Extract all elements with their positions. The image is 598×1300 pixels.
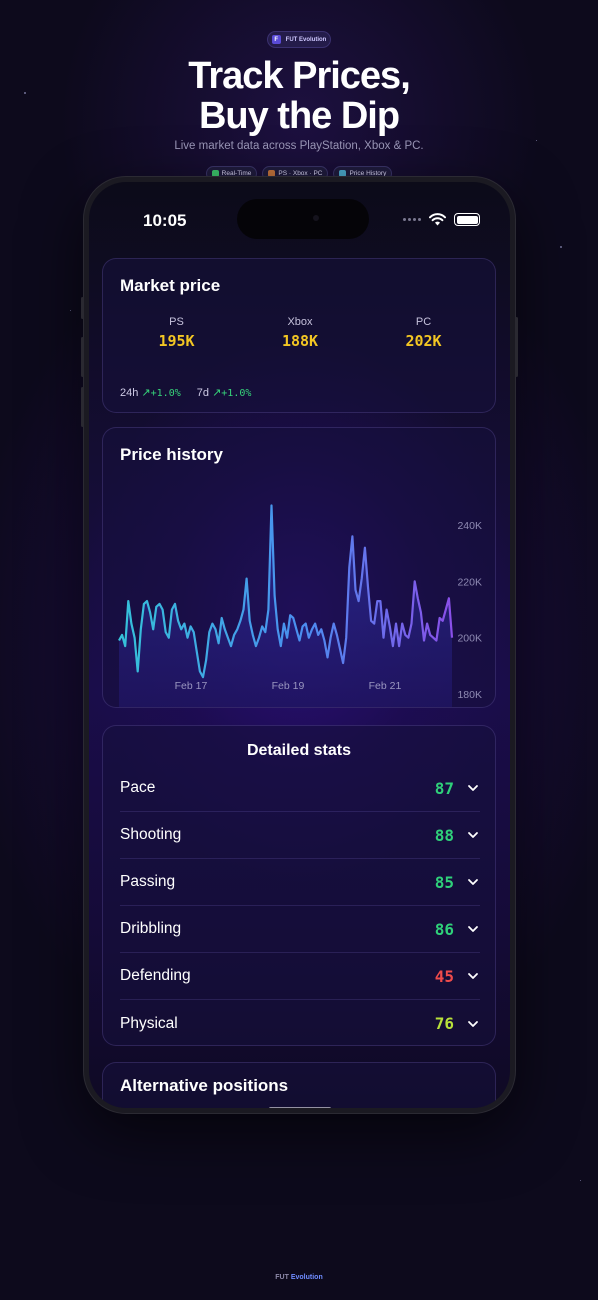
phone-screen: 10:05 Market price PS 195K Xbox 188K xyxy=(89,182,510,1108)
platform-value: 195K xyxy=(158,332,195,350)
platform-price-pc: PC 202K xyxy=(362,316,485,350)
x-tick-label: Feb 17 xyxy=(175,680,208,692)
stat-row-passing[interactable]: Passing 85 xyxy=(120,859,480,906)
stat-value: 76 xyxy=(434,1014,454,1033)
phone-side-button xyxy=(81,297,84,319)
market-price-card: Market price PS 195K Xbox 188K PC 202K 2… xyxy=(102,258,496,413)
y-tick-label: 220K xyxy=(457,576,482,588)
hero-subtitle: Live market data across PlayStation, Xbo… xyxy=(174,140,424,152)
status-time: 10:05 xyxy=(143,211,187,230)
footer-brand-part-2: Evolution xyxy=(290,1274,323,1281)
stat-name: Shooting xyxy=(120,826,182,843)
trend-up-icon: ↗ xyxy=(212,387,222,399)
platform-label: PS xyxy=(169,316,184,328)
detailed-stats-title: Detailed stats xyxy=(246,742,352,759)
chip-label: Price History xyxy=(349,170,387,177)
chevron-down-icon[interactable] xyxy=(466,1017,480,1031)
camera-dot xyxy=(313,215,319,221)
y-tick-label: 180K xyxy=(457,689,482,701)
change-24h: 24h ↗+1.0% xyxy=(120,386,181,399)
chip-label: PS · Xbox · PC xyxy=(278,170,323,177)
hero-title: Track Prices, Buy the Dip xyxy=(0,56,598,136)
background-star xyxy=(560,246,562,248)
platform-price-ps: PS 195K xyxy=(115,316,238,350)
change-7d: 7d ↗+1.0% xyxy=(197,386,252,399)
stat-name: Physical xyxy=(120,1014,178,1032)
stat-value: 87 xyxy=(434,778,454,798)
platform-prices: PS 195K Xbox 188K PC 202K xyxy=(115,316,485,350)
hero-title-line-2: Buy the Dip xyxy=(198,95,400,137)
price-line xyxy=(118,504,454,679)
brand-badge-label: FUT Evolution xyxy=(285,36,327,43)
phone-side-button xyxy=(81,387,84,427)
phone-frame: 10:05 Market price PS 195K Xbox 188K xyxy=(81,177,518,1113)
check-icon xyxy=(211,170,219,177)
stats-list: Pace 87 Shooting 88 Passing 85 Dribbling xyxy=(120,765,480,1047)
stat-name: Passing xyxy=(120,873,176,890)
stat-row-pace[interactable]: Pace 87 xyxy=(120,765,480,812)
dynamic-island xyxy=(237,199,369,239)
change-7d-value: +1.0% xyxy=(221,388,252,399)
wifi-icon xyxy=(429,213,446,226)
change-7d-label: 7d xyxy=(196,387,209,399)
market-price-title: Market price xyxy=(120,276,221,295)
platform-value: 202K xyxy=(405,332,442,350)
alternative-positions-card[interactable]: Alternative positions xyxy=(102,1062,496,1108)
home-indicator[interactable] xyxy=(269,1107,331,1108)
stat-name: Dribbling xyxy=(120,920,182,937)
stat-row-physical[interactable]: Physical 76 xyxy=(120,1000,480,1047)
y-tick-label: 240K xyxy=(457,520,482,532)
price-changes: 24h ↗+1.0% 7d ↗+1.0% xyxy=(120,386,251,399)
stat-name: Pace xyxy=(120,779,156,796)
platform-value: 188K xyxy=(281,332,319,350)
phone-side-button xyxy=(515,317,518,377)
platform-price-xbox: Xbox 188K xyxy=(239,316,362,350)
change-24h-label: 24h xyxy=(120,387,139,399)
phone-side-button xyxy=(81,337,84,377)
background-star xyxy=(536,140,537,141)
hero-title-line-1: Track Prices, xyxy=(188,55,411,97)
chip-label: Real-Time xyxy=(221,170,252,177)
chevron-down-icon[interactable] xyxy=(466,969,480,983)
background-star xyxy=(24,92,26,94)
footer-brand: FUT Evolution xyxy=(0,1274,598,1281)
price-area xyxy=(119,505,452,707)
price-history-chart[interactable]: 240K 220K 200K 180K Feb 17 Feb 19 Feb 21 xyxy=(103,428,496,708)
change-24h-value: +1.0% xyxy=(150,388,181,399)
gamepad-icon xyxy=(268,170,276,177)
alternative-positions-title: Alternative positions xyxy=(120,1076,289,1095)
chevron-down-icon[interactable] xyxy=(466,781,480,795)
platform-label: PC xyxy=(415,316,432,328)
stat-value: 86 xyxy=(434,919,454,939)
stat-value: 88 xyxy=(434,825,454,845)
background-star xyxy=(70,310,71,311)
detailed-stats-card: Detailed stats Pace 87 Shooting 88 Passi… xyxy=(102,725,496,1046)
price-history-card: 240K 220K 200K 180K Feb 17 Feb 19 Feb 21 Pric… xyxy=(102,427,496,708)
stat-value: 45 xyxy=(434,966,454,986)
background-star xyxy=(580,1180,581,1181)
chevron-down-icon[interactable] xyxy=(466,828,480,842)
battery-icon xyxy=(454,213,480,226)
footer-brand-part-1: FUT xyxy=(275,1274,289,1281)
x-tick-label: Feb 19 xyxy=(272,680,305,692)
brand-badge: F FUT Evolution xyxy=(267,31,331,48)
chevron-down-icon[interactable] xyxy=(466,875,480,889)
brand-logo-icon: F xyxy=(271,35,281,44)
chart-icon xyxy=(339,170,347,177)
price-history-title: Price history xyxy=(120,445,223,464)
status-icons xyxy=(403,213,480,226)
platform-label: Xbox xyxy=(287,316,313,328)
signal-icon xyxy=(403,218,421,221)
stat-value: 85 xyxy=(434,872,454,892)
y-tick-label: 200K xyxy=(457,633,482,645)
trend-up-icon: ↗ xyxy=(141,387,151,399)
x-tick-label: Feb 21 xyxy=(369,680,402,692)
stat-name: Defending xyxy=(120,967,191,984)
stat-row-dribbling[interactable]: Dribbling 86 xyxy=(120,906,480,953)
stat-row-shooting[interactable]: Shooting 88 xyxy=(120,812,480,859)
chevron-down-icon[interactable] xyxy=(466,922,480,936)
stat-row-defending[interactable]: Defending 45 xyxy=(120,953,480,1000)
